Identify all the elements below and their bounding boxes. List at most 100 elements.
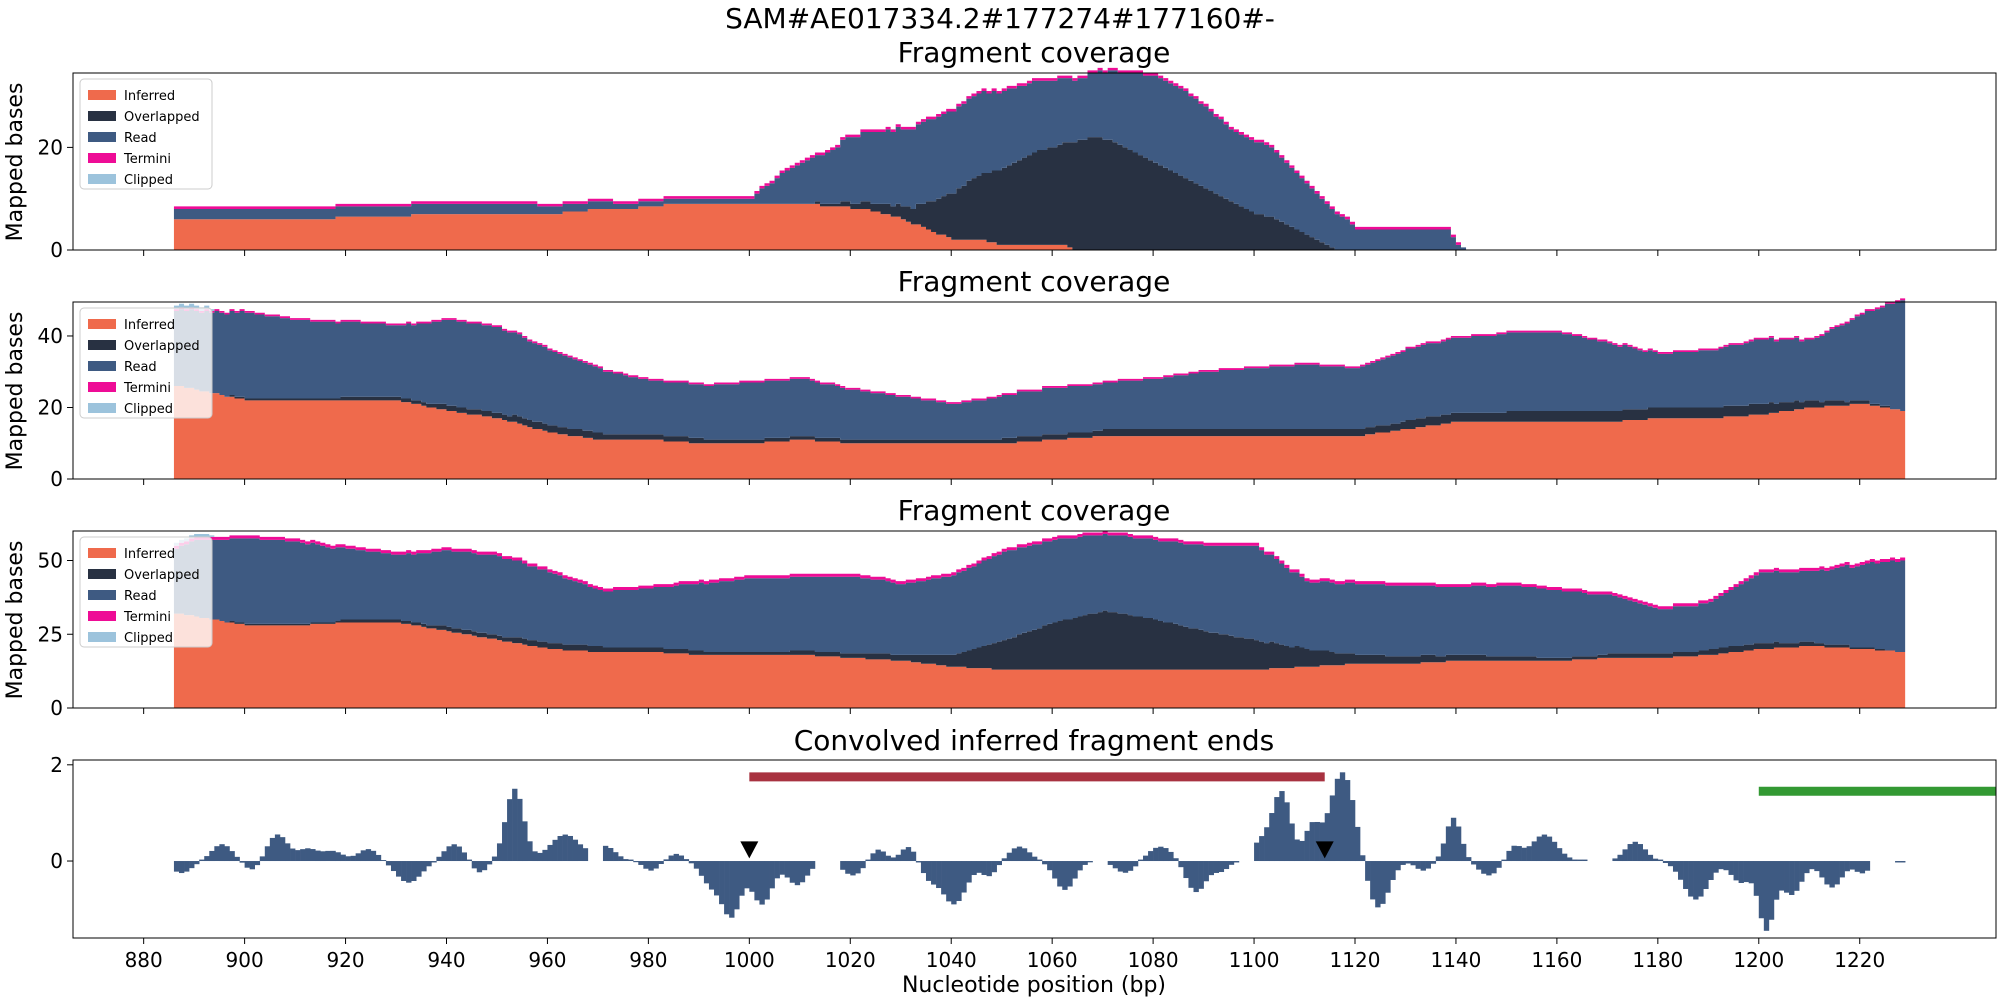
conv-bar [1834, 861, 1840, 885]
conv-bar [1728, 861, 1734, 875]
series-overlapped-area [173, 137, 1472, 250]
legend-swatch-inferred [88, 548, 116, 558]
conv-bar [552, 839, 558, 862]
conv-bar [284, 843, 291, 862]
conv-bar [476, 861, 483, 873]
conv-bar [1425, 861, 1432, 869]
axes-frame [72, 301, 1997, 480]
conv-bar [178, 861, 185, 874]
conv-bar [390, 861, 397, 872]
conv-bar [915, 861, 922, 863]
conv-bar [401, 861, 407, 881]
panel-convolved-ends: Convolved inferred fragment ends 0 2 880 90… [50, 724, 1997, 998]
conv-bar [1082, 861, 1088, 865]
conv-bar [1632, 841, 1638, 862]
conv-bar [784, 861, 791, 878]
legend-label-clipped: Clipped [124, 402, 173, 417]
series-read-area [173, 300, 1906, 440]
conv-bar [1274, 797, 1280, 862]
conv-bar [1743, 861, 1749, 883]
conv-bar [1087, 861, 1093, 863]
conv-bar [936, 861, 942, 889]
conv-bar [905, 847, 912, 862]
conv-bar [330, 850, 336, 862]
y-tick-label: 0 [50, 238, 63, 262]
conv-bar [840, 861, 846, 870]
conv-bar [1304, 830, 1310, 862]
conv-bar [1698, 861, 1704, 897]
conv-bar [254, 861, 261, 866]
conv-bar [683, 859, 690, 862]
conv-bar [1153, 847, 1159, 862]
conv-bar [1294, 839, 1300, 862]
x-tick-label: 1220 [1834, 948, 1885, 972]
peak-marker [1315, 841, 1334, 859]
conv-bar [259, 856, 266, 862]
conv-bar [1577, 859, 1583, 862]
conv-bar [1122, 861, 1129, 873]
conv-bar [1789, 861, 1795, 895]
conv-bar [1289, 823, 1295, 862]
conv-bar [1506, 850, 1512, 862]
conv-bar [1718, 861, 1724, 870]
conv-bar [1143, 855, 1149, 862]
conv-bar [385, 861, 392, 866]
legend-label-read: Read [124, 589, 157, 604]
conv-bar [1042, 861, 1048, 865]
conv-bar [1349, 800, 1356, 862]
conv-bar [461, 852, 467, 862]
conv-bar [1370, 861, 1376, 900]
conv-bar [698, 861, 705, 876]
conv-bar [976, 861, 982, 873]
axes-frame [72, 759, 1997, 939]
conv-bar [1006, 852, 1013, 862]
conv-bar [1026, 852, 1033, 862]
legend-label-clipped: Clipped [124, 631, 173, 646]
conv-bar [1324, 813, 1331, 862]
conv-bar [875, 849, 881, 862]
legend-label-inferred: Inferred [124, 318, 175, 333]
conv-bar [204, 856, 210, 862]
x-tick-label: 1140 [1430, 948, 1481, 972]
panel-title: Fragment coverage [898, 494, 1171, 527]
conv-bar [1057, 861, 1063, 887]
conv-bar [1047, 861, 1053, 871]
conv-bar [577, 844, 584, 862]
y-tick-label: 0 [50, 696, 63, 720]
conv-bar [426, 861, 432, 867]
conv-bar [1748, 861, 1755, 884]
legend-label-overlapped: Overlapped [124, 339, 200, 354]
conv-bar [1420, 861, 1426, 871]
conv-bar [290, 848, 296, 862]
conv-bar [1435, 856, 1442, 862]
conv-bar [189, 861, 195, 869]
conv-bar [900, 849, 907, 862]
conv-bar [608, 848, 614, 862]
conv-bar [1753, 861, 1760, 896]
conv-bar [774, 861, 780, 879]
conv-bar [966, 861, 972, 883]
conv-bar [1612, 858, 1618, 862]
conv-bar [1723, 861, 1729, 871]
conv-bar [1158, 846, 1164, 862]
conv-bar [517, 798, 523, 862]
conv-bar [1450, 817, 1457, 862]
conv-bar [708, 861, 715, 890]
legend-label-read: Read [124, 131, 157, 146]
conv-bar [421, 861, 427, 872]
conv-bar [1627, 844, 1633, 862]
conv-bar [436, 856, 442, 862]
conv-bar [547, 844, 553, 862]
conv-bar [653, 861, 659, 869]
conv-bar [804, 861, 811, 876]
conv-bar [1380, 861, 1386, 904]
panel-fragment-coverage-2: Fragment coverage Mapped bases Inferred O… [3, 265, 1997, 491]
conv-bar [1486, 861, 1492, 876]
x-tick-label: 1120 [1330, 948, 1381, 972]
conv-bar [1415, 861, 1421, 869]
conv-bar [305, 848, 311, 862]
conv-bar [1662, 861, 1669, 863]
conv-bar [365, 849, 372, 862]
conv-bar [274, 834, 281, 862]
conv-bar [1657, 859, 1664, 862]
